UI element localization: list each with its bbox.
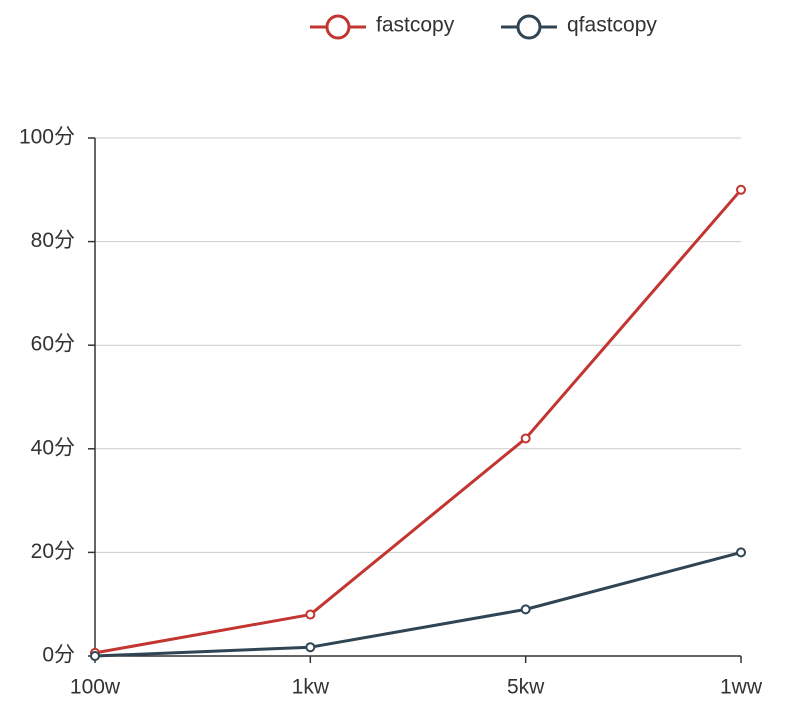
data-point [90, 651, 100, 661]
x-tick-label: 5kw [507, 676, 545, 699]
data-point [305, 609, 316, 620]
data-point [736, 184, 746, 195]
legend-label: qfastcopy [567, 14, 657, 37]
series-line [94, 188, 743, 655]
y-tick-label: 80分 [31, 229, 75, 252]
legend-label: fastcopy [376, 14, 455, 37]
y-tick-label: 60分 [31, 333, 75, 356]
x-tick-label: 1ww [720, 676, 763, 699]
y-tick-label: 20分 [31, 540, 75, 563]
y-tick-label: 0分 [42, 644, 75, 667]
data-point [520, 604, 531, 615]
x-tick-label: 1kw [292, 676, 330, 699]
data-point [736, 547, 746, 558]
legend-icon [325, 14, 351, 40]
y-tick-label: 40分 [31, 436, 75, 459]
data-point [305, 642, 316, 653]
y-tick-label: 100分 [19, 126, 75, 149]
x-tick-label: 100w [70, 676, 121, 699]
legend: fastcopy qfastcopy [376, 14, 657, 37]
legend-icon [516, 14, 542, 40]
series-line [94, 550, 742, 658]
data-point [520, 433, 531, 444]
